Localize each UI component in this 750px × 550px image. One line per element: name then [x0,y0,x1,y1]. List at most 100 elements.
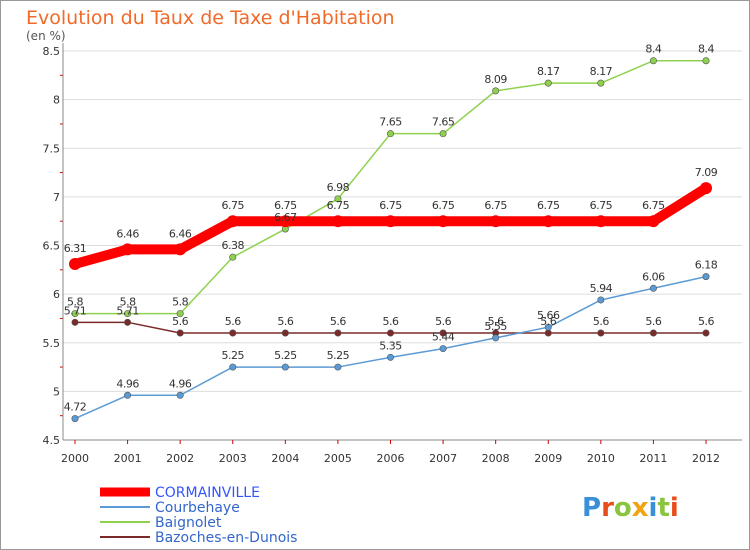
data-point [124,310,132,318]
y-tick-label: 5.5 [43,337,61,350]
logo-text: Proxiti [582,493,679,523]
data-point [69,257,81,270]
data-labels: 6.31 6.46 6.46 6.75 6.75 6.75 6.75 6.75 6.75 6.75… [64,43,718,414]
data-label: 8.4 [698,43,714,56]
legend: CORMAINVILLECourbehayeBaignoletBazoches-… [100,485,297,546]
y-tick-label: 6 [53,288,60,301]
legend-label: Baignolet [155,515,222,531]
data-point [71,415,79,423]
x-tick-label: 2011 [639,452,667,465]
data-label: 6.46 [116,227,139,240]
data-point [226,215,239,228]
data-label: 5.8 [172,296,188,309]
proxiti-logo: Proxiti [582,493,679,523]
data-label: 8.17 [537,65,560,78]
y-tick-label: 8.5 [43,45,61,58]
data-point [279,215,292,228]
data-label: 6.46 [169,227,192,240]
data-point [124,318,132,326]
x-tick-label: 2004 [271,452,299,465]
data-label: 5.25 [327,349,350,362]
data-label: 7.65 [432,116,455,129]
data-label: 5.6 [645,315,661,328]
data-label: 5.6 [330,315,346,328]
x-tick-label: 2009 [534,452,562,465]
data-point [702,57,710,65]
y-tick-label: 4.5 [43,434,61,447]
data-point [647,215,660,228]
data-point [700,182,712,195]
data-label: 5.71 [64,304,87,317]
data-point [542,215,555,228]
data-label: 5.35 [379,339,402,352]
data-label: 6.75 [484,199,507,212]
data-point [597,329,605,337]
data-point [492,334,500,342]
data-label: 6.38 [222,239,245,252]
x-tick-label: 2008 [482,452,510,465]
data-point [176,391,184,399]
data-point [281,329,289,337]
data-label: 6.75 [379,199,402,212]
data-point [702,273,710,281]
data-label: 5.6 [172,315,188,328]
x-tick-label: 2000 [61,452,89,465]
data-point [334,329,342,337]
data-point [229,363,237,371]
data-label: 5.94 [590,282,613,295]
data-point [649,329,657,337]
data-point [702,329,710,337]
chart-title: Evolution du Taux de Taxe d'Habitation [26,7,395,29]
data-label: 5.6 [593,315,609,328]
data-label: 5.8 [120,296,136,309]
y-tick-label: 6.5 [43,240,61,253]
x-tick-label: 2006 [377,452,405,465]
data-point [229,329,237,337]
x-tick-label: 2012 [692,452,720,465]
series-layer [69,57,712,423]
data-label: 5.44 [432,331,455,344]
x-tick-label: 2001 [114,452,142,465]
x-tick-label: 2007 [429,452,457,465]
data-label: 5.6 [488,315,504,328]
data-label: 5.25 [274,349,297,362]
data-point [281,363,289,371]
data-label: 6.75 [537,199,560,212]
data-point [386,329,394,337]
data-label: 8.09 [484,73,507,86]
data-label: 8.17 [590,65,613,78]
data-label: 7.65 [379,116,402,129]
data-label: 4.96 [169,377,192,390]
data-point [439,130,447,138]
x-tick-label: 2010 [587,452,615,465]
data-label: 5.6 [698,315,714,328]
data-point [597,79,605,87]
data-label: 5.6 [383,315,399,328]
data-point [386,130,394,138]
data-label: 4.96 [116,377,139,390]
data-label: 6.75 [222,199,245,212]
data-label: 8.4 [645,43,661,56]
data-label: 5.6 [225,315,241,328]
data-label: 6.75 [432,199,455,212]
data-point [334,363,342,371]
data-point [386,353,394,361]
data-point [649,284,657,292]
y-tick-label: 7 [53,191,60,204]
legend-label: Bazoches-en-Dunois [155,530,297,546]
data-point [71,318,79,326]
data-point [439,345,447,353]
data-point [384,215,397,228]
y-tick-label: 8 [53,94,60,107]
data-label: 6.75 [642,199,665,212]
series-line-baignolet [74,59,707,315]
data-label: 6.98 [327,181,350,194]
data-point [176,329,184,337]
data-label: 6.75 [274,199,297,212]
data-point [176,310,184,318]
data-point [492,87,500,95]
data-label: 6.67 [274,211,297,224]
y-tick-label: 5 [53,385,60,398]
